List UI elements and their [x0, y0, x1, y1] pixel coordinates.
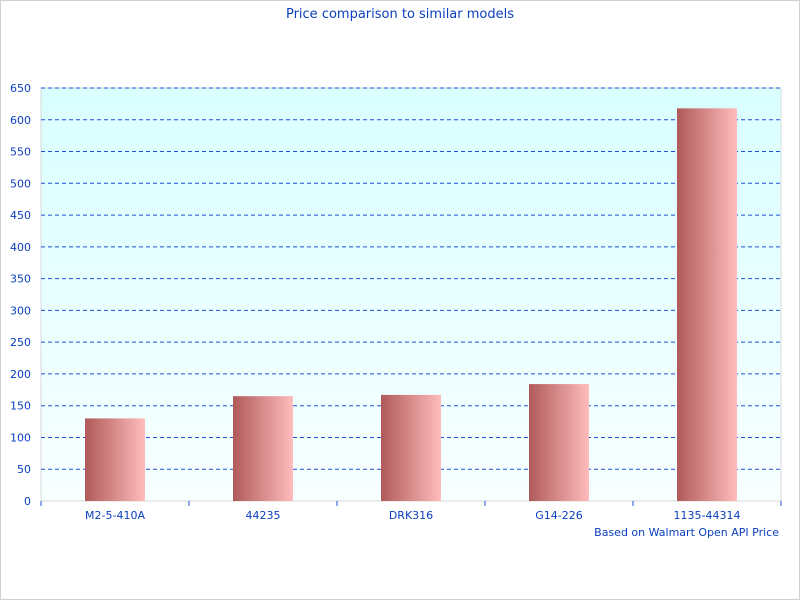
x-tick-label: DRK316 — [389, 509, 433, 522]
y-tick-label: 100 — [10, 431, 31, 444]
y-tick-label: 550 — [10, 146, 31, 159]
y-tick-label: 600 — [10, 114, 31, 127]
x-tick-label: 44235 — [246, 509, 281, 522]
x-tick-label: 1135-44314 — [674, 509, 741, 522]
y-tick-label: 350 — [10, 273, 31, 286]
y-tick-label: 450 — [10, 209, 31, 222]
bar-M2-5-410A — [85, 418, 145, 501]
bar-1135-44314 — [677, 108, 737, 501]
y-tick-label: 500 — [10, 177, 31, 190]
x-tick-label: G14-226 — [535, 509, 583, 522]
y-tick-label: 400 — [10, 241, 31, 254]
y-tick-label: 0 — [24, 495, 31, 508]
bar-44235 — [233, 396, 293, 501]
bar-DRK316 — [381, 394, 441, 501]
y-tick-label: 50 — [17, 463, 31, 476]
bar-G14-226 — [529, 384, 589, 501]
y-tick-label: 200 — [10, 368, 31, 381]
y-tick-label: 300 — [10, 304, 31, 317]
y-tick-label: 150 — [10, 400, 31, 413]
y-tick-label: 650 — [10, 82, 31, 95]
chart-title: Price comparison to similar models — [286, 7, 514, 22]
x-tick-label: M2-5-410A — [85, 509, 145, 522]
source-annotation: Based on Walmart Open API Price — [594, 526, 779, 539]
y-tick-label: 250 — [10, 336, 31, 349]
